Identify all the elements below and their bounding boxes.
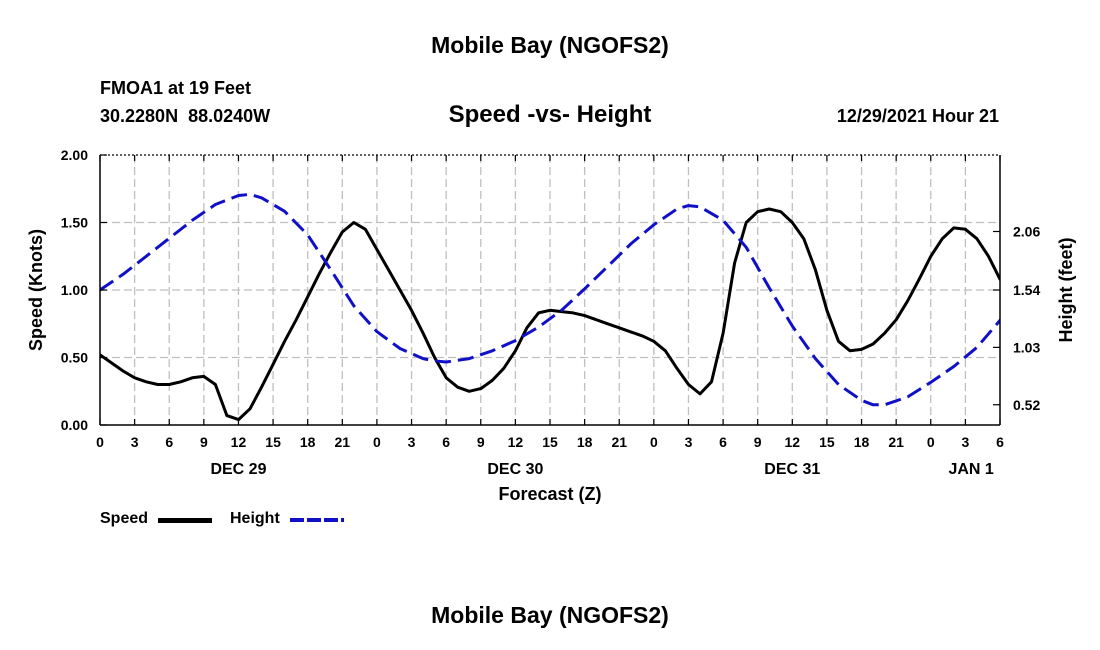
- chart-title: Speed -vs- Height: [448, 101, 652, 128]
- x-tick-label: 3: [685, 434, 693, 450]
- x-tick-label: 18: [854, 434, 870, 450]
- y-left-tick-label: 1.00: [61, 282, 88, 298]
- y-right-tick-label: 1.54: [1013, 282, 1040, 298]
- legend: Speed Height: [100, 509, 360, 531]
- y-left-tick-label: 0.00: [61, 417, 88, 433]
- y-left-axis-title: Speed (Knots): [26, 229, 46, 351]
- y-left-tick-label: 2.00: [61, 147, 88, 163]
- x-tick-label: 6: [165, 434, 173, 450]
- x-tick-label: 9: [200, 434, 208, 450]
- series-layer: [100, 192, 1000, 422]
- x-tick-label: 9: [754, 434, 762, 450]
- x-tick-label: 6: [719, 434, 727, 450]
- station-coordinates: 30.2280N 88.0240W: [100, 106, 271, 126]
- x-day-label: JAN 1: [948, 461, 993, 478]
- x-tick-label: 21: [611, 434, 627, 450]
- x-tick-label: 0: [927, 434, 935, 450]
- y-right-axis-title: Height (feet): [1056, 238, 1076, 343]
- x-tick-label: 21: [888, 434, 904, 450]
- x-tick-label: 12: [508, 434, 524, 450]
- x-tick-label: 6: [996, 434, 1004, 450]
- axes: 0 3 6 9 12 15 18 21 0 3 6 9 12 15 18 21 0 3 6 9 12 15 18 21 0 3 6 D…: [26, 147, 1076, 504]
- x-tick-label: 3: [961, 434, 969, 450]
- legend-height-label: Height: [230, 510, 280, 527]
- x-day-label: DEC 30: [487, 461, 543, 478]
- footer-title: Mobile Bay (NGOFS2): [431, 602, 669, 628]
- legend-height-swatch: [290, 518, 344, 522]
- x-axis-title: Forecast (Z): [498, 484, 601, 504]
- legend-speed-label: Speed: [100, 510, 149, 527]
- y-left-tick-label: 1.50: [61, 215, 88, 231]
- x-tick-label: 3: [131, 434, 139, 450]
- legend-speed-swatch: [158, 518, 212, 523]
- height-series-line: [100, 192, 1000, 407]
- x-day-label: DEC 29: [210, 461, 266, 478]
- x-tick-label: 18: [300, 434, 316, 450]
- x-tick-label: 3: [408, 434, 416, 450]
- x-tick-label: 15: [542, 434, 558, 450]
- x-tick-label: 12: [785, 434, 801, 450]
- speed-series-line: [100, 207, 1000, 422]
- forecast-timestamp: 12/29/2021 Hour 21: [836, 106, 999, 126]
- x-day-label: DEC 31: [764, 461, 820, 478]
- x-tick-label: 0: [650, 434, 658, 450]
- y-right-tick-label: 1.03: [1013, 339, 1040, 355]
- x-tick-label: 15: [265, 434, 281, 450]
- x-tick-label: 18: [577, 434, 593, 450]
- x-tick-label: 0: [96, 434, 104, 450]
- y-right-tick-label: 2.06: [1013, 224, 1040, 240]
- x-tick-label: 0: [373, 434, 381, 450]
- x-tick-label: 12: [231, 434, 247, 450]
- y-left-tick-label: 0.50: [61, 350, 88, 366]
- page-title: Mobile Bay (NGOFS2): [431, 32, 669, 58]
- y-right-tick-label: 0.52: [1013, 397, 1040, 413]
- x-tick-label: 15: [819, 434, 835, 450]
- x-tick-label: 21: [335, 434, 351, 450]
- station-name: FMOA1 at 19 Feet: [100, 78, 252, 98]
- x-tick-label: 6: [442, 434, 450, 450]
- x-tick-label: 9: [477, 434, 485, 450]
